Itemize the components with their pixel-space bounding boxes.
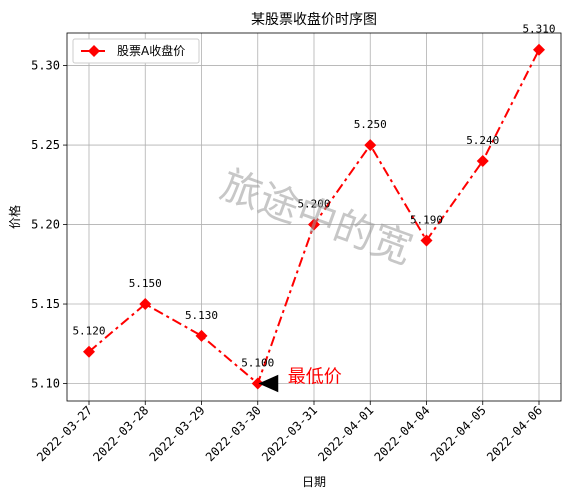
data-point-marker <box>533 43 545 56</box>
x-tick-label: 2022-04-04 <box>372 403 433 464</box>
annotation-text: 最低价 <box>288 367 342 388</box>
legend: 股票A收盘价 <box>72 38 200 64</box>
y-tick-label: 5.25 <box>31 138 60 152</box>
data-label: 5.120 <box>72 325 105 338</box>
x-tick-label: 2022-03-28 <box>90 403 151 464</box>
y-tick-label: 5.10 <box>31 377 60 391</box>
x-tick-label: 2022-03-29 <box>147 403 208 464</box>
x-tick-label: 2022-03-30 <box>203 403 264 464</box>
data-label: 5.150 <box>129 277 162 290</box>
data-label: 5.100 <box>241 357 274 370</box>
series-layer <box>83 43 545 390</box>
annotation-arrow <box>258 374 279 393</box>
legend-marker-sample <box>88 45 100 57</box>
annotation: 最低价 <box>258 367 342 393</box>
data-label: 5.250 <box>354 118 387 131</box>
x-tick-label: 2022-04-05 <box>428 403 489 464</box>
data-label: 5.190 <box>410 213 443 226</box>
watermark-text: 旅途中的宽 <box>215 162 419 274</box>
chart-title: 某股票收盘价时序图 <box>251 11 377 28</box>
data-point-marker <box>251 377 264 390</box>
data-point-marker <box>83 345 95 358</box>
y-axis-ticks: 5.10 5.15 5.20 5.25 5.30 <box>31 59 67 391</box>
x-tick-label: 2022-03-31 <box>259 403 320 464</box>
data-point-marker <box>139 298 152 311</box>
data-label: 5.240 <box>466 134 499 147</box>
y-tick-label: 5.30 <box>31 59 60 73</box>
data-label: 5.130 <box>185 309 218 322</box>
data-label: 5.310 <box>522 23 555 36</box>
legend-frame <box>72 38 200 64</box>
data-point-marker <box>308 218 320 231</box>
x-axis-ticks: 2022-03-272022-03-282022-03-292022-03-30… <box>34 401 545 464</box>
data-label: 5.200 <box>297 198 330 211</box>
y-tick-label: 5.15 <box>31 297 60 311</box>
data-point-marker <box>420 234 433 247</box>
x-tick-label: 2022-04-01 <box>315 403 376 464</box>
x-tick-label: 2022-04-06 <box>484 403 545 464</box>
data-labels: 5.120 5.150 5.130 5.100 5.200 5.250 5.190 5.240… <box>72 23 555 370</box>
x-tick-label: 2022-03-27 <box>34 403 95 464</box>
y-tick-label: 5.20 <box>31 218 60 232</box>
data-point-marker <box>476 154 489 167</box>
y-axis-label: 价格 <box>7 205 22 229</box>
data-point-marker <box>195 329 208 342</box>
x-axis-label: 日期 <box>302 475 326 489</box>
data-point-marker <box>364 139 377 152</box>
legend-label: 股票A收盘价 <box>117 43 185 58</box>
